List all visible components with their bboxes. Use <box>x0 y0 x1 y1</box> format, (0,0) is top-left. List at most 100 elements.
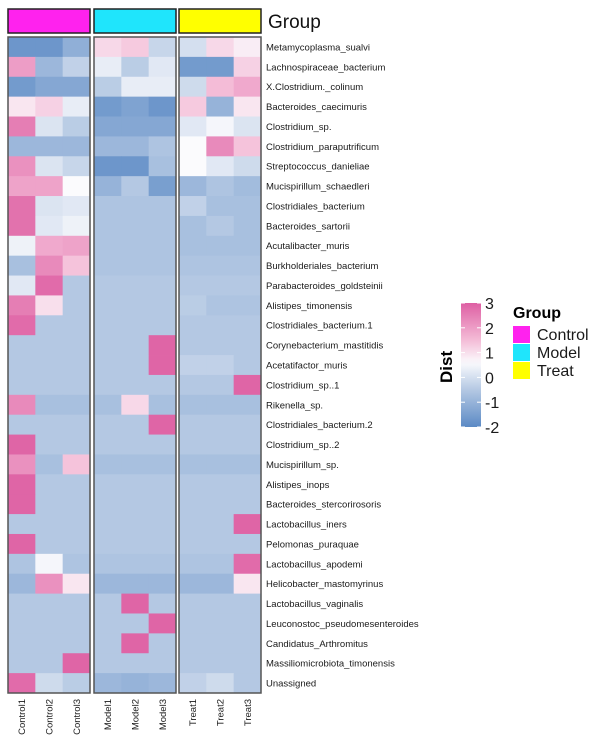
heatmap-cell <box>233 156 262 177</box>
heatmap-cell <box>233 673 262 694</box>
heatmap-cell <box>206 275 235 296</box>
heatmap-cell <box>35 633 64 654</box>
heatmap-cell <box>35 355 64 376</box>
heatmap-cell <box>148 514 177 535</box>
heatmap-cell <box>94 56 122 78</box>
row-label: Rikenella_sp. <box>266 400 323 411</box>
heatmap-cell <box>206 653 235 674</box>
color-scale-title: Dist <box>437 351 456 383</box>
heatmap-cell <box>206 533 235 555</box>
heatmap-cell <box>233 394 262 416</box>
heatmap-cell <box>62 275 91 296</box>
heatmap-cell <box>206 593 235 614</box>
heatmap-cell <box>8 633 36 654</box>
heatmap-cell <box>35 215 64 237</box>
heatmap-cell <box>35 156 64 177</box>
column-label: Model3 <box>158 699 169 730</box>
heatmap-cell <box>35 414 64 435</box>
row-label: Unassigned <box>266 679 316 690</box>
heatmap-cell <box>62 653 91 674</box>
heatmap-cell <box>35 335 64 356</box>
heatmap-cell <box>206 553 235 575</box>
row-label: Mucispirillum_sp. <box>266 460 339 471</box>
heatmap-cell <box>206 56 235 78</box>
heatmap-cell <box>233 37 262 58</box>
heatmap-cell <box>8 394 36 416</box>
heatmap-cell <box>179 295 207 316</box>
heatmap-cell <box>94 374 122 396</box>
heatmap-cell <box>8 56 36 78</box>
group-legend-swatch-model <box>513 344 530 361</box>
heatmap-cell <box>94 76 122 98</box>
heatmap-cell <box>8 116 36 137</box>
heatmap-cell <box>233 335 262 356</box>
heatmap-cell <box>62 335 91 356</box>
heatmap-cell <box>8 136 36 157</box>
heatmap-cell <box>206 355 235 376</box>
heatmap-cell <box>206 235 235 257</box>
heatmap-cell <box>148 434 177 455</box>
heatmap-cell <box>94 196 122 217</box>
row-label: Clostridium_sp. <box>266 122 331 133</box>
annotation-title: Group <box>268 12 321 33</box>
heatmap-cell <box>121 474 150 495</box>
column-label: Treat1 <box>188 699 199 726</box>
heatmap-cell <box>8 533 36 555</box>
heatmap-cell <box>62 673 91 694</box>
heatmap-cell <box>148 673 177 694</box>
row-label: Bacteroides_stercorirosoris <box>266 500 381 511</box>
heatmap-cell <box>148 76 177 98</box>
heatmap-cell <box>233 474 262 495</box>
heatmap-cell <box>206 96 235 117</box>
heatmap-cell <box>206 215 235 237</box>
heatmap-cell <box>8 454 36 475</box>
heatmap-cell <box>35 37 64 58</box>
heatmap-cell <box>35 653 64 674</box>
color-scale-tick-label: -1 <box>485 395 499 412</box>
heatmap-cell <box>233 96 262 117</box>
color-scale-ticks: 3 2 1 0 -1 -2 <box>461 296 499 437</box>
heatmap-cell <box>35 494 64 515</box>
heatmap-cell <box>94 613 122 634</box>
row-label: Mucispirillum_schaedleri <box>266 182 369 193</box>
heatmap-cell <box>62 315 91 336</box>
heatmap-cell <box>179 96 207 117</box>
heatmap-cell <box>8 335 36 356</box>
heatmap-cell <box>148 494 177 515</box>
heatmap-cell <box>206 37 235 58</box>
heatmap-cell <box>206 454 235 475</box>
heatmap-cell <box>121 573 150 595</box>
heatmap-cell <box>179 56 207 78</box>
row-label: Lachnospiraceae_bacterium <box>266 62 385 73</box>
heatmap-cell <box>35 96 64 117</box>
heatmap-cell <box>94 514 122 535</box>
heatmap-panel-border <box>93 36 177 694</box>
heatmap-cell <box>233 514 262 535</box>
heatmap-cell <box>62 573 91 595</box>
row-label: Acetatifactor_muris <box>266 361 348 372</box>
heatmap-cell <box>62 394 91 416</box>
heatmap-cell <box>121 553 150 575</box>
heatmap-cell <box>62 474 91 495</box>
heatmap-cell <box>94 633 122 654</box>
heatmap-cell <box>94 156 122 177</box>
row-label: Pelomonas_puraquae <box>266 539 359 550</box>
heatmap-cell <box>148 474 177 495</box>
heatmap-cell <box>62 255 91 276</box>
heatmap-cell <box>206 474 235 495</box>
heatmap-cell <box>8 653 36 674</box>
group-legend-label: Treat <box>537 363 574 380</box>
heatmap-cell <box>62 76 91 98</box>
heatmap-cell <box>233 215 262 237</box>
heatmap-cell <box>94 454 122 475</box>
heatmap-cell <box>148 573 177 595</box>
heatmap-cell <box>8 295 36 316</box>
heatmap-cell <box>179 553 207 575</box>
heatmap-cell <box>94 37 122 58</box>
heatmap-cell <box>8 196 36 217</box>
heatmap-cell <box>94 315 122 336</box>
heatmap-cell <box>121 414 150 435</box>
heatmap-cell <box>94 553 122 575</box>
heatmap-cell <box>62 593 91 614</box>
heatmap-cell <box>94 494 122 515</box>
